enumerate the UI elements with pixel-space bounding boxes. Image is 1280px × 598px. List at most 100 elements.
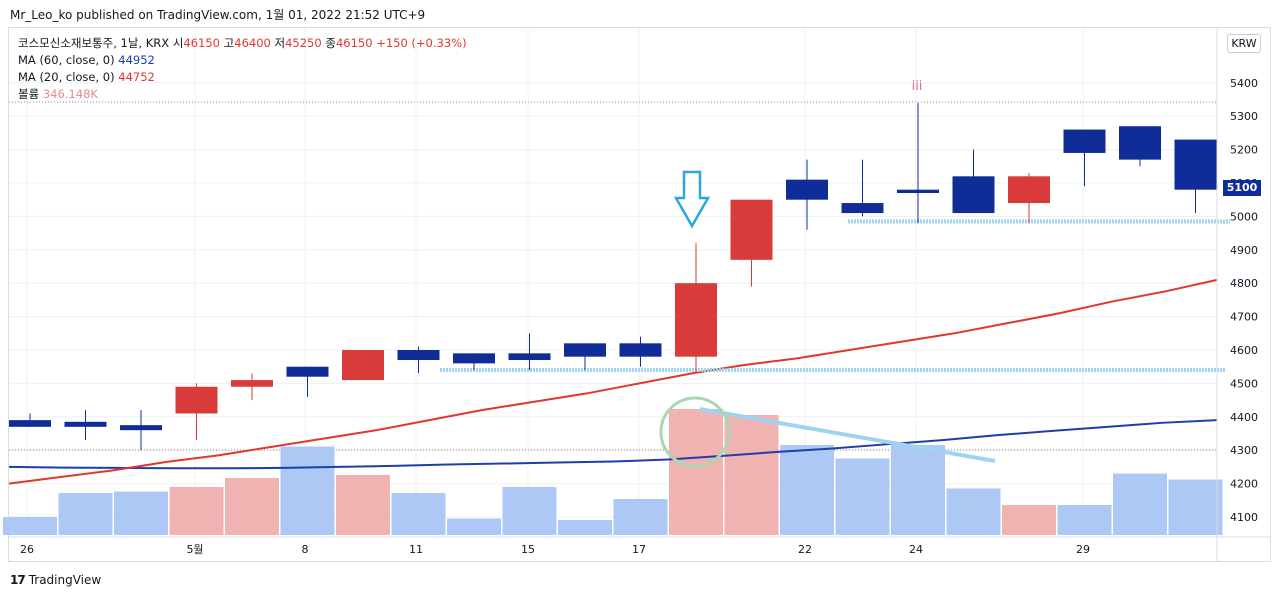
y-tick-label: 4700 <box>1230 311 1258 324</box>
legend-ma20-label: MA (20, close, 0) <box>18 70 115 84</box>
y-tick-label: 5200 <box>1230 144 1258 157</box>
x-tick-label: 17 <box>632 543 646 556</box>
candle-body <box>9 420 51 427</box>
x-tick-label: 22 <box>798 543 812 556</box>
candle-body <box>564 343 606 357</box>
y-tick-label: 4100 <box>1230 511 1258 524</box>
candle-body <box>675 283 717 357</box>
x-tick-label: 5월 <box>186 543 203 556</box>
volume-bar <box>502 487 557 535</box>
legend-ma60-row[interactable]: MA (60, close, 0) 44952 <box>18 52 467 69</box>
volume-bar <box>114 491 168 535</box>
legend-ma20-row[interactable]: MA (20, close, 0) 44752 <box>18 69 467 86</box>
ma20-line <box>8 278 1218 485</box>
candle-body <box>897 189 939 194</box>
y-tick-label: 5000 <box>1230 210 1258 223</box>
volume-bar <box>58 493 113 535</box>
chart-legend: 코스모신소재보통주, 1날, KRX 시46150 고46400 저45250 … <box>18 35 467 103</box>
legend-close-label: 종 <box>325 36 336 50</box>
legend-ma60-value: 44952 <box>118 53 155 67</box>
volume-bar <box>891 445 945 535</box>
footer: 17 TradingView <box>10 573 101 587</box>
x-tick-label: 11 <box>409 543 423 556</box>
volume-bar <box>669 409 723 535</box>
candle-body <box>1063 129 1106 153</box>
candle-body <box>397 350 440 361</box>
volume-bar <box>225 478 279 535</box>
candle-body <box>64 421 107 427</box>
volume-bar <box>946 488 1001 535</box>
wave-label-iii: iii <box>912 79 923 94</box>
volume-bar <box>780 445 834 535</box>
volume-bar <box>835 458 890 535</box>
volume-bar <box>169 487 224 535</box>
x-tick-label: 26 <box>20 543 34 556</box>
candle-body <box>1008 176 1050 204</box>
down-arrow-icon <box>673 170 711 229</box>
volume-bar <box>280 446 335 535</box>
volume-bar <box>724 415 779 535</box>
chart-frame[interactable] <box>8 27 1271 562</box>
legend-volume-row[interactable]: 볼륨 346.148K <box>18 86 467 103</box>
volume-bar <box>1002 505 1056 535</box>
volume-bar <box>336 475 390 535</box>
legend-high-label: 고 <box>223 36 235 50</box>
y-tick-label: 4400 <box>1230 411 1258 424</box>
currency-button[interactable]: KRW <box>1227 34 1261 53</box>
legend-open: 46150 <box>183 36 220 50</box>
candle-body <box>175 386 218 414</box>
legend-low-label: 저 <box>274 36 286 50</box>
volume-bar <box>1168 479 1223 535</box>
y-tick-label: 4600 <box>1230 344 1258 357</box>
legend-close: 46150 <box>335 36 373 50</box>
y-tick-label: 4900 <box>1230 244 1258 257</box>
x-tick-label: 15 <box>521 543 535 556</box>
legend-ma20-value: 44752 <box>118 70 155 84</box>
volume-bar <box>3 517 57 535</box>
tradingview-logo-icon: 17 <box>10 573 26 587</box>
candle-body <box>453 353 495 364</box>
legend-volume-value: 346.148K <box>42 87 98 101</box>
x-tick-label: 29 <box>1076 543 1090 556</box>
legend-low: 45250 <box>285 36 322 50</box>
candle-body <box>342 350 384 381</box>
volume-bar <box>1057 505 1112 535</box>
x-tick-label: 24 <box>909 543 923 556</box>
footer-brand[interactable]: TradingView <box>28 573 102 587</box>
volume-bar <box>391 493 446 535</box>
legend-high: 46400 <box>234 36 271 50</box>
candle-body <box>231 380 273 387</box>
x-tick-label: 8 <box>302 543 309 556</box>
volume-bar <box>447 518 501 535</box>
published-header: Mr_Leo_ko published on TradingView.com, … <box>10 8 426 22</box>
highlight-circle <box>659 396 731 468</box>
candle-body <box>730 199 773 260</box>
candle-body <box>841 203 884 214</box>
candle-body <box>1119 126 1161 160</box>
legend-open-label: 시 <box>172 36 184 50</box>
y-tick-label: 5300 <box>1230 110 1258 123</box>
candle-body <box>286 366 329 377</box>
candle-body <box>952 176 995 214</box>
legend-symbol: 코스모신소재보통주, 1날, KRX <box>18 36 170 50</box>
volume-bar <box>558 520 612 535</box>
volume-trend-line <box>699 407 996 463</box>
candle-body <box>786 179 828 200</box>
volume-bar <box>613 499 668 535</box>
candle-body <box>619 343 662 357</box>
last-price-tag: 5100 <box>1223 180 1261 196</box>
candle-body <box>1174 139 1217 190</box>
candle-body <box>120 425 162 431</box>
y-tick-label: 4500 <box>1230 377 1258 390</box>
ma60-line <box>8 419 1218 470</box>
candle-body <box>508 353 551 361</box>
volume-bar <box>1113 473 1167 535</box>
y-tick-label: 4300 <box>1230 444 1258 457</box>
legend-volume-label: 볼륨 <box>18 87 40 101</box>
y-tick-label: 4200 <box>1230 478 1258 491</box>
legend-change: +150 (+0.33%) <box>376 36 467 50</box>
y-tick-label: 5400 <box>1230 77 1258 90</box>
legend-symbol-row: 코스모신소재보통주, 1날, KRX 시46150 고46400 저45250 … <box>18 35 467 52</box>
legend-ma60-label: MA (60, close, 0) <box>18 53 115 67</box>
